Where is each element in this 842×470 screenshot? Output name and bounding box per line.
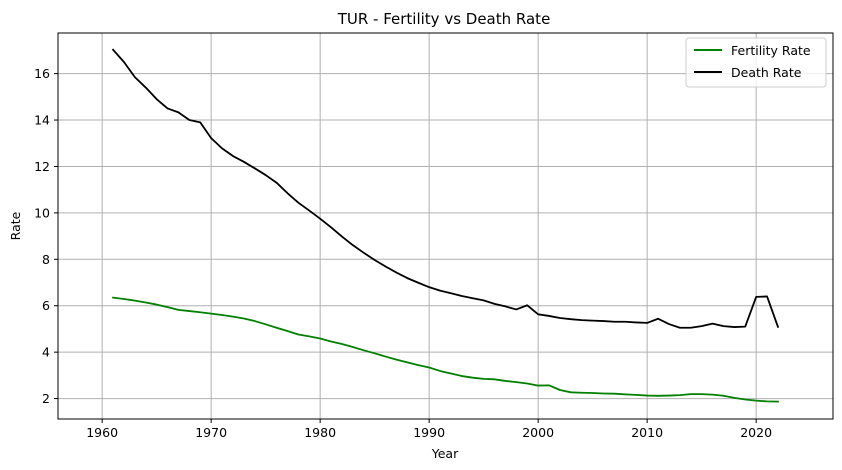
y-tick-label: 4: [42, 345, 50, 360]
series-line-fertility-rate: [112, 296, 779, 403]
x-tick-label: 2020: [740, 425, 772, 440]
y-tick-label: 12: [34, 159, 50, 174]
y-tick-label: 16: [34, 66, 50, 81]
series-line-death-rate: [111, 48, 780, 329]
y-tick-label: 8: [42, 252, 50, 267]
plot-frame: [57, 32, 834, 420]
x-tick-label: 1980: [304, 425, 336, 440]
x-tick-label: 1990: [413, 425, 445, 440]
grid-lines: [58, 33, 833, 419]
x-axis-title: Year: [431, 446, 459, 461]
chart-title: TUR - Fertility vs Death Rate: [337, 10, 551, 28]
axis-ticks: 1960 1970 1980 1990 2000 2010 2020 2 4 6 8 10 12 14 16: [34, 66, 772, 440]
x-tick-label: 1960: [86, 425, 118, 440]
y-tick-label: 6: [42, 298, 50, 313]
legend-label-death-rate: Death Rate: [731, 65, 802, 80]
y-axis-title: Rate: [8, 211, 23, 240]
x-tick-label: 1970: [195, 425, 227, 440]
series-lines: [111, 48, 780, 403]
legend: Fertility Rate Death Rate: [685, 37, 827, 88]
y-tick-label: 14: [34, 113, 50, 128]
x-tick-label: 2000: [522, 425, 554, 440]
legend-label-fertility-rate: Fertility Rate: [731, 43, 811, 58]
y-tick-label: 10: [34, 205, 50, 220]
x-tick-label: 2010: [631, 425, 663, 440]
y-tick-label: 2: [42, 391, 50, 406]
